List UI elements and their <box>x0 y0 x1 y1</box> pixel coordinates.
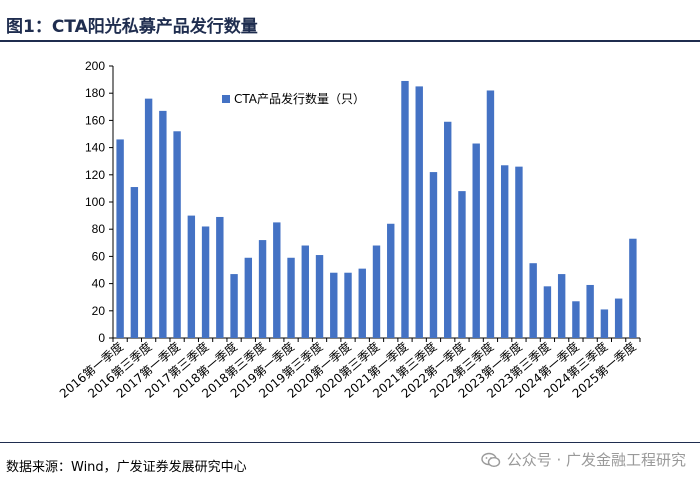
bar-2020Q2 <box>358 268 366 338</box>
bar-2016Q3 <box>144 98 153 338</box>
bar-2018Q2 <box>244 257 253 338</box>
bar-2021Q1 <box>401 80 409 339</box>
y-tick-label: 140 <box>85 141 105 155</box>
bar-2023Q3 <box>543 286 552 338</box>
bar-2025Q1 <box>629 238 637 338</box>
bar-2021Q3 <box>429 172 438 338</box>
figure-header: 图1：CTA阳光私募产品发行数量 <box>0 0 700 40</box>
y-tick-label: 60 <box>92 249 106 263</box>
figure-title: 图1：CTA阳光私募产品发行数量 <box>6 17 258 37</box>
bar-2020Q3 <box>372 245 381 338</box>
bar-2018Q4 <box>273 222 281 338</box>
bar-2024Q4 <box>614 298 623 338</box>
source-divider <box>0 442 700 443</box>
bar-2017Q3 <box>201 226 210 338</box>
bar-2017Q4 <box>216 216 224 338</box>
bar-2019Q2 <box>301 245 309 338</box>
y-tick-label: 20 <box>92 304 106 318</box>
bar-2021Q4 <box>444 121 452 338</box>
bar-2022Q3 <box>486 90 495 338</box>
y-tick-label: 0 <box>98 331 105 345</box>
y-tick-label: 160 <box>85 113 105 127</box>
bar-chart: 0204060801001201401601802002016第一季度2016第… <box>56 59 641 401</box>
bar-2019Q3 <box>315 255 324 338</box>
bar-2016Q4 <box>159 110 167 338</box>
bar-2024Q1 <box>572 301 580 338</box>
y-tick-label: 200 <box>85 59 105 73</box>
watermark-text: 公众号 · 广发金融工程研究 <box>506 451 686 469</box>
bar-2023Q1 <box>515 166 523 338</box>
bar-2023Q4 <box>557 274 566 338</box>
title-divider <box>0 40 700 42</box>
bar-2024Q3 <box>600 309 609 338</box>
bar-2018Q3 <box>258 240 267 338</box>
bar-2020Q1 <box>344 272 352 338</box>
bar-2019Q4 <box>330 272 338 338</box>
bar-2021Q2 <box>415 86 423 339</box>
bar-2024Q2 <box>586 284 594 338</box>
y-tick-label: 40 <box>92 277 106 291</box>
bar-2016Q1 <box>116 139 124 338</box>
watermark: 公众号 · 广发金融工程研究 <box>480 449 686 470</box>
bar-2017Q2 <box>187 215 196 338</box>
legend-swatch <box>222 95 230 103</box>
source-note: 数据来源：Wind，广发证券发展研究中心 <box>6 460 247 475</box>
bar-2018Q1 <box>230 274 238 338</box>
bar-2020Q4 <box>387 223 395 338</box>
y-tick-label: 80 <box>92 222 106 236</box>
y-tick-label: 100 <box>85 195 105 209</box>
bar-2022Q1 <box>458 191 466 338</box>
wechat-icon <box>480 452 500 467</box>
bar-2016Q2 <box>130 187 139 338</box>
bar-2022Q4 <box>500 165 509 338</box>
bar-2022Q2 <box>472 143 480 338</box>
bar-2019Q1 <box>287 257 295 338</box>
y-tick-label: 120 <box>85 168 105 182</box>
legend-label: CTA产品发行数量（只） <box>234 91 365 106</box>
bar-2023Q2 <box>529 263 537 338</box>
bar-2017Q1 <box>173 131 181 338</box>
y-tick-label: 180 <box>85 86 105 100</box>
